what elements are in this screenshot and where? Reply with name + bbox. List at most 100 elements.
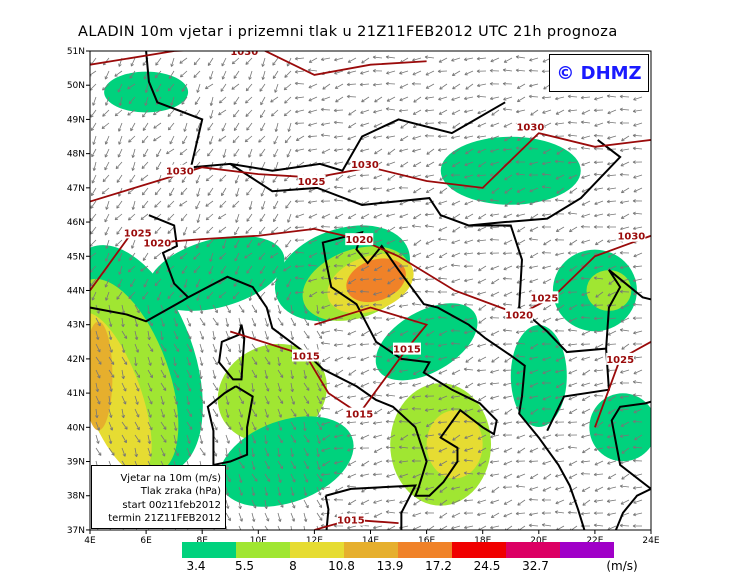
lat-tick-label: 37N xyxy=(67,526,85,536)
wind-arrow xyxy=(529,83,539,88)
wind-arrow xyxy=(516,187,526,193)
wind-arrow xyxy=(173,369,179,379)
wind-arrow xyxy=(186,330,192,340)
wind-arrow xyxy=(451,369,461,375)
wind-arrow xyxy=(334,83,344,89)
wind-arrow xyxy=(386,473,396,478)
wind-arrow xyxy=(199,395,206,405)
coastlines xyxy=(90,51,651,530)
wind-arrow xyxy=(303,330,310,339)
wind-arrow xyxy=(463,330,474,335)
wind-arrow xyxy=(439,512,448,519)
wind-arrow xyxy=(179,148,188,156)
wind-arrow xyxy=(195,200,201,210)
wind-arrow xyxy=(212,304,218,314)
wind-arrow xyxy=(104,278,110,288)
wind-arrow xyxy=(231,57,240,65)
isobar-label-bg xyxy=(345,407,374,420)
wind-arrow xyxy=(373,109,383,114)
wind-arrow xyxy=(193,70,201,78)
wind-arrow xyxy=(606,187,617,191)
lat-tick-label: 42N xyxy=(67,355,85,365)
wind-arrow xyxy=(271,239,279,248)
wind-arrow xyxy=(372,55,383,60)
wind-arrow xyxy=(606,213,617,217)
wind-arrow xyxy=(321,96,331,101)
wind-arrow xyxy=(503,499,513,505)
wind-arrow xyxy=(438,408,448,413)
wind-arrow xyxy=(437,148,448,152)
wind-arrow xyxy=(222,239,227,249)
wind-arrow xyxy=(412,330,422,336)
wind-arrow xyxy=(360,148,370,153)
wind-arrow xyxy=(238,512,243,522)
wind-arrow xyxy=(308,109,318,114)
wind-arrow xyxy=(259,213,266,222)
wind-arrow xyxy=(411,459,422,463)
wind-arrow xyxy=(169,187,175,197)
isobar-label-bg xyxy=(505,308,534,321)
wind-arrow xyxy=(130,57,136,67)
wind-arrow xyxy=(147,304,151,315)
wind-arrow xyxy=(633,122,643,127)
wind-arrow xyxy=(359,304,370,309)
wind-arrow xyxy=(160,330,164,341)
wind-arrow xyxy=(347,460,357,466)
wind-arrow xyxy=(398,419,409,424)
wind-arrow xyxy=(294,276,305,280)
wind-arrow xyxy=(424,277,435,282)
wind-arrow xyxy=(555,486,565,491)
wind-arrow xyxy=(516,200,526,206)
wind-arrow xyxy=(260,187,266,197)
wind-arrow xyxy=(335,421,344,428)
wind-arrow xyxy=(634,434,643,441)
wind-arrow xyxy=(515,354,526,358)
wind-arrow xyxy=(105,200,110,210)
wind-arrow xyxy=(186,447,192,457)
wind-arrow xyxy=(555,278,565,284)
wind-arrow xyxy=(186,356,191,366)
lon-tick-label: 18E xyxy=(474,536,491,546)
wind-arrow xyxy=(567,108,578,113)
wind-arrow xyxy=(118,265,123,275)
wind-arrow xyxy=(360,109,370,114)
wind-arrow xyxy=(594,96,604,101)
wind-arrow xyxy=(212,382,219,391)
wind-arrow xyxy=(108,317,113,327)
wind-arrow xyxy=(607,460,617,465)
wind-arrow xyxy=(528,94,539,99)
wind-arrow xyxy=(116,174,123,183)
wind-arrow xyxy=(567,160,578,165)
wind-arrow xyxy=(320,341,331,345)
wind-arrow xyxy=(413,213,422,220)
wind-arrow xyxy=(316,447,320,458)
wind-arrow xyxy=(490,265,500,271)
wind-arrow xyxy=(104,252,110,262)
wind-arrow xyxy=(502,107,513,111)
wind-arrow xyxy=(372,187,383,191)
wind-arrow xyxy=(606,512,617,517)
wind-arrow xyxy=(620,421,630,427)
wind-arrow xyxy=(593,133,604,138)
wind-arrow xyxy=(160,343,167,352)
wind-arrow xyxy=(251,512,256,522)
wind-arrow xyxy=(234,226,240,236)
wind-arrow xyxy=(464,200,474,206)
wind-arrow xyxy=(144,83,149,94)
wind-arrow xyxy=(477,434,487,440)
wind-arrow xyxy=(147,330,151,341)
wind-arrow xyxy=(387,291,396,298)
wind-arrow xyxy=(221,57,227,67)
wind-arrow xyxy=(218,226,227,233)
wind-arrow xyxy=(147,408,152,418)
wind-arrow xyxy=(503,460,513,466)
wind-arrow xyxy=(360,213,370,219)
isobar-label: 1015 xyxy=(337,516,365,527)
wind-arrow xyxy=(556,187,565,194)
wind-arrow xyxy=(167,83,175,92)
wind-arrow xyxy=(195,174,201,184)
wind-arrow xyxy=(386,356,396,362)
wind-arrow xyxy=(121,447,126,457)
wind-arrow xyxy=(400,161,409,168)
wind-arrow xyxy=(359,342,370,347)
